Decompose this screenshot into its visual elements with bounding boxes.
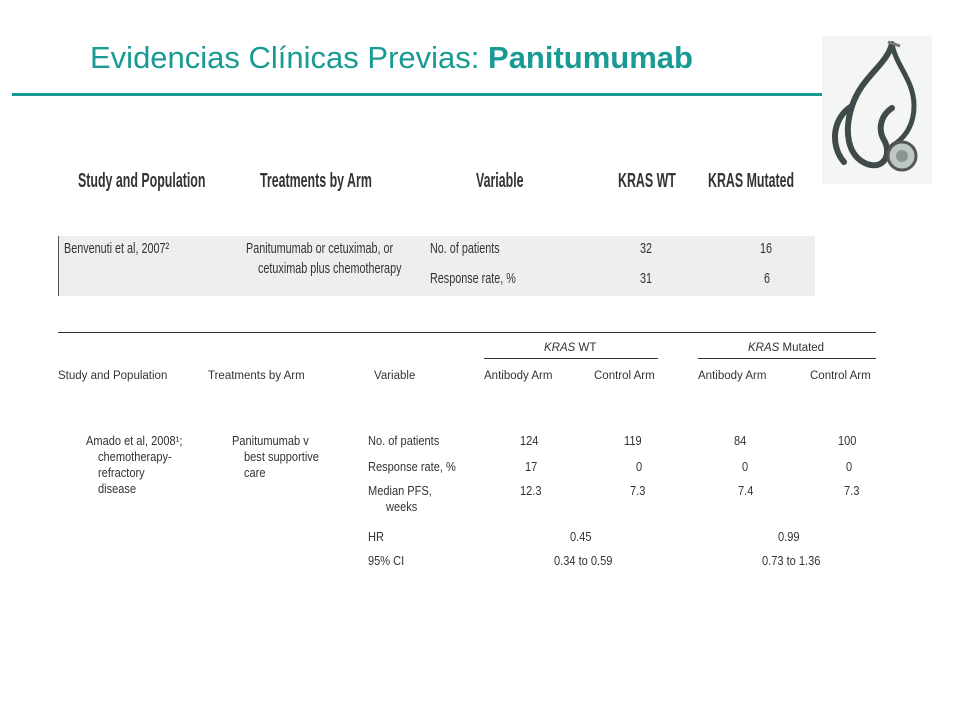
t2-variable-hr: HR <box>368 529 384 544</box>
t1-wt-response: 31 <box>640 270 653 287</box>
t1-header-treatments: Treatments by Arm <box>260 170 372 192</box>
t2-wt-ab-pfs: 12.3 <box>520 483 542 498</box>
t2-mut-ab-patients: 84 <box>734 433 747 448</box>
t1-header-study: Study and Population <box>78 170 206 192</box>
t2-mut-ctrl-response: 0 <box>846 459 853 474</box>
t2-study-line: Amado et al, 2008¹; <box>86 433 183 448</box>
t2-variable-patients: No. of patients <box>368 433 440 448</box>
t2-variable-pfs-unit: weeks <box>386 499 418 514</box>
t2-treatment-line: care <box>244 465 266 480</box>
t2-mut-ci: 0.73 to 1.36 <box>762 553 821 568</box>
title-bold: Panitumumab <box>488 40 693 75</box>
t2-variable-ci: 95% CI <box>368 553 405 568</box>
t2-wt-ctrl-patients: 119 <box>624 433 642 448</box>
t1-mut-patients: 16 <box>760 240 773 257</box>
benvenuti-table: Study and Population Treatments by Arm V… <box>58 150 816 298</box>
t2-group-wt-rule <box>484 358 658 359</box>
t1-header-variable: Variable <box>476 170 524 192</box>
title-divider <box>12 93 930 96</box>
t2-header-treatments: Treatments by Arm <box>208 370 305 382</box>
t2-variable-pfs: Median PFS, <box>368 483 432 498</box>
t2-header-wt-antibody: Antibody Arm <box>484 370 553 382</box>
t2-treatment-line: best supportive <box>244 449 319 464</box>
t2-top-rule <box>58 332 876 333</box>
t2-group-mut-rule <box>698 358 876 359</box>
t1-header-kras-wt: KRAS WT <box>618 170 676 192</box>
t2-wt-ctrl-response: 0 <box>636 459 643 474</box>
t2-study-line: refractory <box>98 465 145 480</box>
t2-study-line: disease <box>98 481 137 496</box>
t2-study-line: chemotherapy- <box>98 449 172 464</box>
t2-wt-ci: 0.34 to 0.59 <box>554 553 613 568</box>
t1-wt-patients: 32 <box>640 240 653 257</box>
page-title: Evidencias Clínicas Previas: Panitumumab <box>90 40 693 76</box>
title-regular: Evidencias Clínicas Previas: <box>90 40 480 75</box>
t2-wt-ab-response: 17 <box>525 459 538 474</box>
t2-wt-hr: 0.45 <box>570 529 592 544</box>
stethoscope-icon <box>822 36 932 184</box>
t2-header-wt-control: Control Arm <box>594 370 655 382</box>
t2-header-variable: Variable <box>374 370 416 382</box>
amado-table: KRAS WT KRAS Mutated Study and Populatio… <box>58 332 876 582</box>
t2-variable-response: Response rate, % <box>368 459 456 474</box>
t1-header-kras-mutated: KRAS Mutated <box>708 170 795 192</box>
t1-variable-response: Response rate, % <box>430 270 516 287</box>
t1-data-band <box>58 236 815 296</box>
t2-mut-ctrl-pfs: 7.3 <box>844 483 860 498</box>
t2-group-kras-wt: KRAS WT <box>544 342 597 354</box>
t1-mut-response: 6 <box>764 270 771 287</box>
t2-mut-ctrl-patients: 100 <box>838 433 857 448</box>
t2-wt-ctrl-pfs: 7.3 <box>630 483 646 498</box>
t1-treatment-line1: Panitumumab or cetuximab, or <box>246 240 394 257</box>
t2-mut-hr: 0.99 <box>778 529 800 544</box>
t1-study: Benvenuti et al, 2007² <box>64 240 170 257</box>
t2-mut-ab-response: 0 <box>742 459 749 474</box>
t2-wt-ab-patients: 124 <box>520 433 539 448</box>
t2-mut-ab-pfs: 7.4 <box>738 483 754 498</box>
t2-header-study: Study and Population <box>58 370 168 382</box>
t1-treatment-line2: cetuximab plus chemotherapy <box>258 260 402 277</box>
t2-header-mut-control: Control Arm <box>810 370 871 382</box>
t2-group-kras-mutated: KRAS Mutated <box>748 342 825 354</box>
t2-treatment-line: Panitumumab v <box>232 433 309 448</box>
t2-header-mut-antibody: Antibody Arm <box>698 370 767 382</box>
t1-variable-patients: No. of patients <box>430 240 500 257</box>
